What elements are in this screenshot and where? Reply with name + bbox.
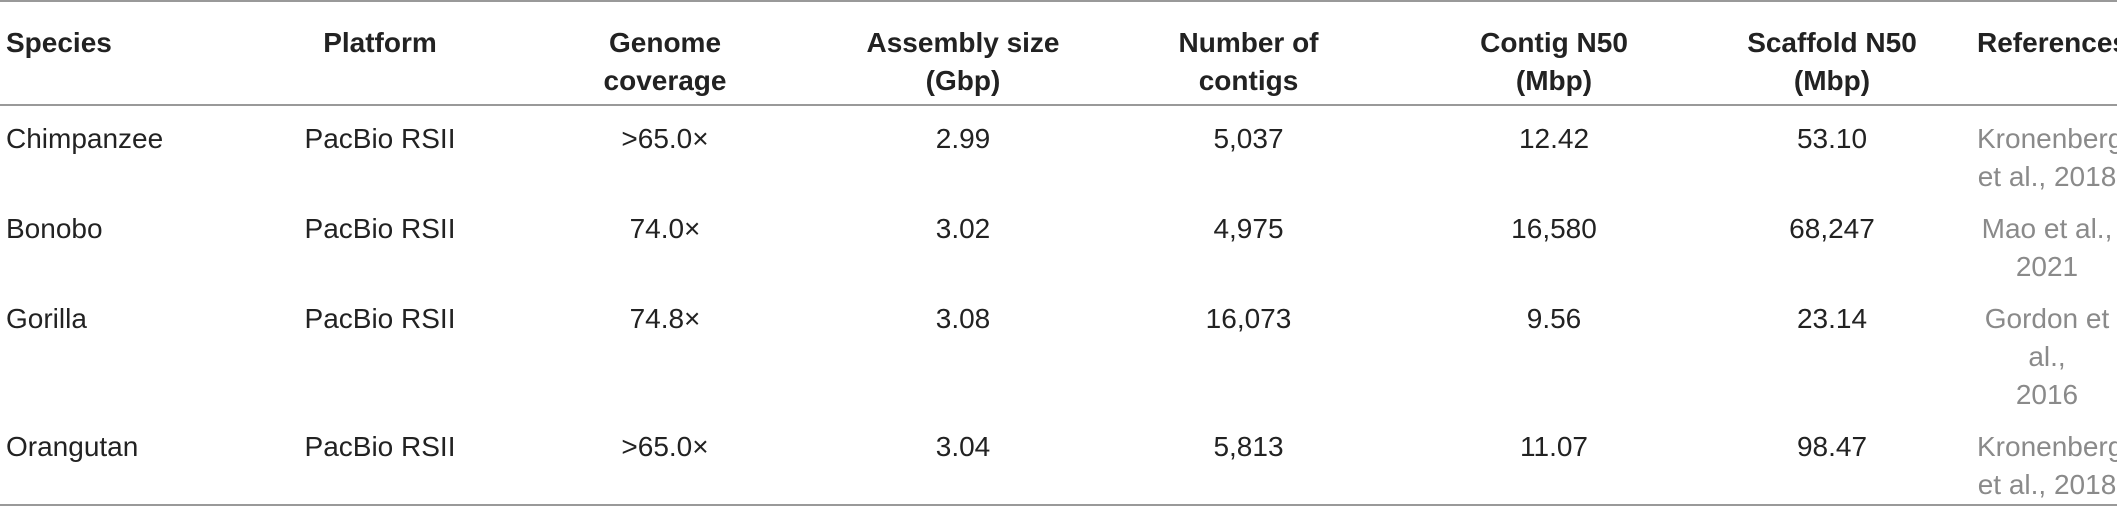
table-row: Orangutan PacBio RSII >65.0× 3.04 5,813 … <box>0 414 2117 506</box>
header-scaffold-n50-line2: (Mbp) <box>1793 65 1871 96</box>
header-genome-coverage-line1: Genome <box>608 27 722 58</box>
header-contig-n50: Contig N50 (Mbp) <box>1421 0 1687 106</box>
reference-line2: 2016 <box>2015 379 2079 410</box>
cell-platform: PacBio RSII <box>304 123 456 154</box>
table-body: Chimpanzee PacBio RSII >65.0× 2.99 5,037… <box>0 105 2117 506</box>
header-genome-coverage: Genome coverage <box>480 0 850 106</box>
cell-contig-n50: 12.42 <box>1518 123 1590 154</box>
table-row: Bonobo PacBio RSII 74.0× 3.02 4,975 16,5… <box>0 196 2117 286</box>
cell-coverage: >65.0× <box>480 414 850 506</box>
cell-assembly-size: 3.04 <box>850 414 1076 506</box>
cell-coverage: 74.8× <box>629 303 701 334</box>
cell-reference: Kronenberg et al., 2018 <box>1977 105 2117 196</box>
table-header: Species Platform Genome coverage Assembl… <box>0 0 2117 106</box>
header-genome-coverage-line2: coverage <box>603 65 727 96</box>
cell-species: Chimpanzee <box>6 123 164 154</box>
cell-assembly-size: 3.08 <box>935 303 991 334</box>
cell-platform: PacBio RSII <box>280 414 480 506</box>
header-row: Species Platform Genome coverage Assembl… <box>0 0 2117 106</box>
cell-scaffold-n50: 68,247 <box>1789 213 1875 244</box>
header-scaffold-n50-line1: Scaffold N50 <box>1747 27 1917 58</box>
header-contig-n50-line2: (Mbp) <box>1515 65 1593 96</box>
table-row: Chimpanzee PacBio RSII >65.0× 2.99 5,037… <box>0 105 2117 196</box>
cell-species: Orangutan <box>0 414 280 506</box>
header-assembly-size-line2: (Gbp) <box>925 65 1001 96</box>
reference-line1: Gordon et al., <box>1984 303 2110 372</box>
header-references-label: References <box>1977 27 2117 58</box>
cell-contigs: 5,037 <box>1213 123 1284 154</box>
cell-assembly-size: 3.02 <box>935 213 991 244</box>
header-species-label: Species <box>6 27 112 58</box>
cell-species: Bonobo <box>6 213 103 244</box>
header-number-of-contigs: Number of contigs <box>1076 0 1421 106</box>
cell-contig-n50: 11.07 <box>1421 414 1687 506</box>
cell-reference: Kronenberg et al., 2018 <box>1977 414 2117 506</box>
header-platform-label: Platform <box>323 27 437 58</box>
header-assembly-size: Assembly size (Gbp) <box>850 0 1076 106</box>
cell-contig-n50: 9.56 <box>1526 303 1582 334</box>
header-species: Species <box>0 0 280 106</box>
cell-contigs: 5,813 <box>1076 414 1421 506</box>
cell-platform: PacBio RSII <box>304 303 456 334</box>
table-row: Gorilla PacBio RSII 74.8× 3.08 16,073 9.… <box>0 286 2117 414</box>
header-platform: Platform <box>280 0 480 106</box>
reference-line1: Kronenberg <box>1977 123 2117 154</box>
header-contig-n50-line1: Contig N50 <box>1480 27 1628 58</box>
cell-contigs: 16,073 <box>1205 303 1292 334</box>
reference-line2: 2021 <box>2015 251 2079 282</box>
cell-reference: Mao et al., 2021 <box>1977 196 2117 286</box>
header-scaffold-n50: Scaffold N50 (Mbp) <box>1687 0 1977 106</box>
reference-line2: et al., 2018 <box>1977 469 2117 500</box>
cell-contigs: 4,975 <box>1213 213 1284 244</box>
cell-scaffold-n50: 53.10 <box>1796 123 1868 154</box>
header-number-of-contigs-line2: contigs <box>1198 65 1299 96</box>
cell-assembly-size: 2.99 <box>935 123 991 154</box>
reference-line2: et al., 2018 <box>1977 161 2117 192</box>
cell-coverage: 74.0× <box>629 213 701 244</box>
cell-scaffold-n50: 23.14 <box>1796 303 1868 334</box>
cell-coverage: >65.0× <box>621 123 709 154</box>
cell-scaffold-n50: 98.47 <box>1687 414 1977 506</box>
cell-reference: Gordon et al., 2016 <box>1977 286 2117 414</box>
header-number-of-contigs-line1: Number of <box>1178 27 1319 58</box>
header-assembly-size-line1: Assembly size <box>866 27 1060 58</box>
cell-contig-n50: 16,580 <box>1511 213 1597 244</box>
reference-line1: Mao et al., <box>1981 213 2113 244</box>
header-references: References <box>1977 0 2117 106</box>
cell-species: Gorilla <box>6 303 87 334</box>
cell-platform: PacBio RSII <box>304 213 456 244</box>
reference-line1: Kronenberg <box>1977 431 2117 462</box>
